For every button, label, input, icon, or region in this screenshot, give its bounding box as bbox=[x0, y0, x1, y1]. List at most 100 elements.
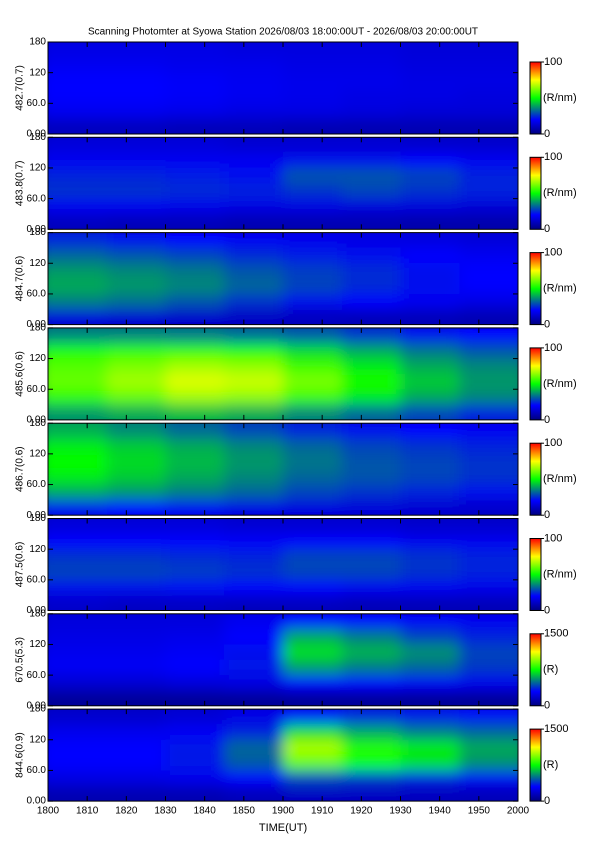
heatmap-cell bbox=[165, 167, 225, 184]
y-axis-label: 844.6(0.9) bbox=[15, 732, 26, 778]
x-tick-label: 1910 bbox=[311, 806, 334, 817]
heatmap-cell bbox=[224, 770, 284, 787]
y-tick-label: 120 bbox=[29, 163, 46, 174]
y-tick-label: 120 bbox=[29, 734, 46, 745]
heatmap-cell bbox=[165, 549, 225, 565]
heatmap-cell bbox=[224, 469, 284, 486]
heatmap-cell bbox=[224, 343, 284, 360]
heatmap-cell bbox=[106, 57, 166, 74]
y-axis-label: 482.7(0.7) bbox=[15, 65, 26, 111]
heatmap-cell bbox=[48, 42, 108, 58]
heatmap-cell bbox=[283, 247, 343, 264]
heatmap-cell bbox=[224, 309, 284, 325]
heatmap-cell bbox=[106, 118, 166, 134]
heatmap-cell bbox=[459, 709, 518, 725]
heatmap-cell bbox=[48, 595, 108, 611]
heatmap-cell bbox=[341, 469, 401, 486]
colorbar-tick-label: 100 bbox=[544, 532, 562, 544]
heatmap-cell bbox=[459, 118, 518, 134]
y-axis-label: 486.7(0.6) bbox=[15, 446, 26, 492]
heatmap-cell bbox=[341, 438, 401, 455]
y-tick-label: 0.00 bbox=[27, 605, 47, 616]
heatmap-cell bbox=[341, 57, 401, 74]
heatmap-cell bbox=[48, 724, 108, 741]
y-tick-label: 0.00 bbox=[27, 796, 47, 807]
colorbar-tick-label: 100 bbox=[544, 342, 562, 354]
heatmap-cell bbox=[106, 739, 166, 756]
heatmap-cell bbox=[224, 755, 284, 771]
y-tick-label: 60.0 bbox=[27, 670, 47, 681]
heatmap-cell bbox=[283, 613, 343, 630]
heatmap-cell bbox=[283, 309, 343, 325]
heatmap-cell bbox=[400, 709, 460, 725]
y-tick-label: 180 bbox=[29, 608, 46, 619]
heatmap-cell bbox=[459, 137, 518, 154]
heatmap-cell bbox=[459, 343, 518, 360]
heatmap-cell bbox=[400, 327, 460, 344]
heatmap-cell bbox=[48, 137, 108, 154]
colorbar bbox=[529, 347, 542, 421]
heatmap-cell bbox=[400, 690, 460, 706]
colorbar-tick-label: 100 bbox=[544, 247, 562, 259]
heatmap-cell bbox=[400, 389, 460, 406]
heatmap-cell bbox=[165, 739, 225, 756]
heatmap-cell bbox=[459, 213, 518, 230]
y-axis-label: 484.7(0.6) bbox=[15, 256, 26, 302]
heatmap-cell bbox=[224, 484, 284, 501]
heatmap-cell bbox=[165, 278, 225, 295]
heatmap-cell bbox=[459, 198, 518, 215]
heatmap-cell bbox=[165, 404, 225, 420]
colorbar-tick-label: 100 bbox=[544, 151, 562, 163]
heatmap-cell bbox=[106, 659, 166, 676]
colorbar-label: (R/nm) bbox=[543, 568, 577, 580]
heatmap-cell bbox=[106, 278, 166, 295]
heatmap-cell bbox=[400, 118, 460, 134]
heatmap-cell bbox=[106, 343, 166, 360]
heatmap-cell bbox=[165, 595, 225, 611]
heatmap-cell bbox=[341, 675, 401, 691]
heatmap-cell bbox=[165, 499, 225, 516]
heatmap-cell bbox=[400, 57, 460, 74]
heatmap-cell bbox=[283, 629, 343, 645]
heatmap-cell bbox=[224, 57, 284, 74]
heatmap-cell bbox=[165, 518, 225, 535]
heatmap-cell bbox=[224, 278, 284, 295]
heatmap-cell bbox=[165, 389, 225, 406]
heatmap-cell bbox=[106, 644, 166, 661]
heatmap-cell bbox=[106, 423, 166, 440]
heatmap-cell bbox=[224, 293, 284, 310]
heatmap-cell bbox=[48, 644, 108, 661]
colorbar-tick-label: 1500 bbox=[544, 628, 568, 640]
y-tick-label: 120 bbox=[29, 258, 46, 269]
heatmap-cell bbox=[48, 232, 108, 249]
heatmap-cell bbox=[459, 564, 518, 581]
heatmap-cell bbox=[165, 232, 225, 249]
heatmap-cell bbox=[224, 438, 284, 455]
heatmap-cell bbox=[341, 644, 401, 661]
heatmap-cell bbox=[341, 343, 401, 360]
x-axis-label: TIME(UT) bbox=[259, 822, 307, 834]
heatmap-cell bbox=[165, 358, 225, 375]
colorbar bbox=[529, 61, 542, 135]
heatmap-cell bbox=[400, 629, 460, 645]
heatmap-cells bbox=[48, 709, 518, 802]
heatmap-cell bbox=[283, 564, 343, 581]
heatmap-cell bbox=[106, 88, 166, 104]
heatmap-cell bbox=[48, 327, 108, 344]
heatmap-cell bbox=[341, 42, 401, 58]
heatmap-cell bbox=[283, 42, 343, 58]
heatmap-cell bbox=[106, 358, 166, 375]
heatmap-cell bbox=[283, 278, 343, 295]
heatmap-cell bbox=[48, 629, 108, 645]
heatmap-cell bbox=[341, 770, 401, 787]
heatmap-cell bbox=[341, 709, 401, 725]
colorbar-tick-label: 0 bbox=[544, 604, 550, 616]
heatmap-cell bbox=[165, 327, 225, 344]
heatmap-cell bbox=[48, 690, 108, 706]
heatmap-cell bbox=[48, 358, 108, 375]
heatmap-cell bbox=[106, 453, 166, 470]
heatmap-cell bbox=[106, 167, 166, 184]
y-axis-label: 487.5(0.6) bbox=[15, 542, 26, 588]
colorbar bbox=[529, 633, 542, 707]
heatmap-cells bbox=[48, 327, 518, 420]
